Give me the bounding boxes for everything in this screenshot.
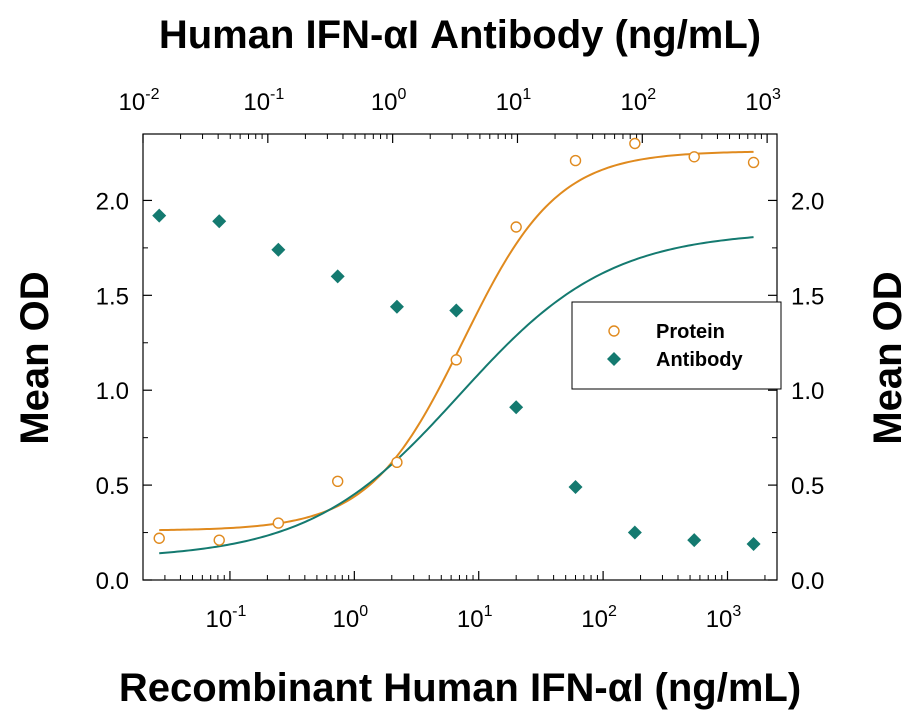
protein-point: [332, 475, 344, 488]
bottom-tick-label: 10-1: [205, 603, 246, 633]
protein-point: [213, 534, 225, 546]
bottom-tick-label: 101: [457, 603, 493, 633]
right-y-axis: 0.0 0.5 1.0 1.5 2.0: [768, 188, 824, 595]
antibody-point: [271, 242, 286, 257]
right-tick-label: 0.5: [791, 473, 824, 500]
right-tick-label: 2.0: [791, 188, 824, 215]
antibody-point: [687, 533, 702, 548]
bottom-axis: 10-1 100 101 102 103: [164, 571, 766, 633]
antibody-point: [389, 299, 404, 314]
right-y-axis-title: Mean OD: [866, 271, 910, 444]
top-tick-label: 10-2: [119, 86, 160, 116]
left-y-axis: 0.0 0.5 1.0 1.5 2.0: [96, 188, 152, 595]
antibody-point: [568, 480, 583, 495]
bottom-tick-label: 103: [706, 603, 742, 633]
legend-label-antibody: Antibody: [656, 349, 744, 371]
top-tick-label: 102: [620, 86, 656, 116]
protein-point: [747, 156, 760, 169]
protein-point: [450, 354, 462, 366]
right-tick-label: 1.0: [791, 378, 824, 405]
bottom-tick-label: 100: [333, 603, 369, 633]
antibody-fit-curve: [159, 236, 754, 555]
antibody-point: [627, 525, 642, 540]
top-tick-label: 10-1: [243, 86, 284, 116]
protein-point: [569, 154, 582, 167]
antibody-point: [212, 214, 227, 229]
legend: Protein Antibody: [571, 301, 782, 390]
antibody-point: [152, 208, 167, 223]
right-tick-label: 0.0: [791, 568, 824, 595]
antibody-point: [330, 269, 345, 284]
left-tick-label: 0.5: [96, 473, 129, 500]
antibody-point: [509, 400, 524, 415]
protein-point: [153, 532, 165, 544]
left-tick-label: 0.0: [96, 568, 129, 595]
right-tick-label: 1.5: [791, 283, 824, 310]
left-y-axis-title: Mean OD: [13, 271, 57, 444]
top-tick-label: 100: [371, 86, 407, 116]
data-points: [152, 137, 761, 551]
protein-point: [272, 517, 285, 529]
protein-point: [510, 221, 522, 233]
left-tick-label: 1.5: [96, 283, 129, 310]
top-axis: 10-2 10-1 100 101 102 103: [119, 86, 781, 143]
top-axis-title: Human IFN-αΙ Antibody (ng/mL): [159, 13, 761, 57]
legend-marker-protein: [608, 325, 620, 337]
legend-label-protein: Protein: [656, 321, 725, 343]
top-tick-label: 103: [745, 86, 781, 116]
legend-box: [571, 301, 782, 390]
legend-marker-antibody: [607, 352, 621, 366]
protein-point: [688, 151, 700, 163]
protein-point: [391, 456, 403, 469]
left-tick-label: 2.0: [96, 188, 129, 215]
protein-point: [629, 137, 641, 150]
top-tick-label: 101: [496, 86, 532, 116]
antibody-point: [449, 303, 464, 318]
bottom-tick-label: 102: [581, 603, 617, 633]
bottom-axis-title: Recombinant Human IFN-αΙ (ng/mL): [119, 666, 801, 710]
left-tick-label: 1.0: [96, 378, 129, 405]
antibody-point: [746, 536, 761, 551]
